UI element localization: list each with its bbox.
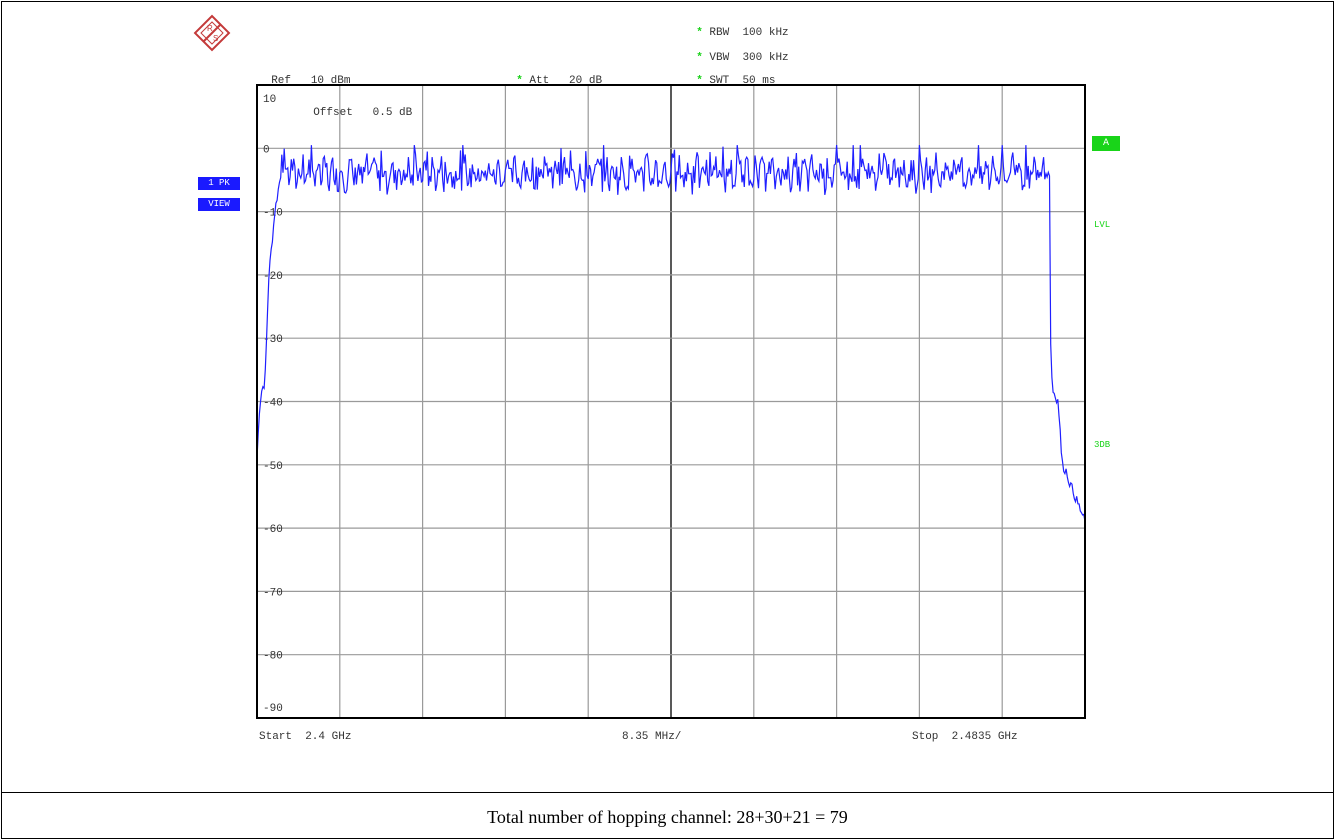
trace-mode-label: 1 PK — [198, 177, 240, 190]
svg-text:S: S — [213, 34, 218, 43]
y-tick-label: -30 — [263, 334, 283, 346]
trace-line — [256, 145, 1086, 522]
marker-a-badge: A — [1092, 136, 1120, 151]
y-tick-label: 0 — [263, 144, 270, 156]
figure-caption: Total number of hopping channel: 28+30+2… — [487, 807, 848, 827]
lvl-label: LVL — [1094, 220, 1111, 230]
vbw-readout: * VBW 300 kHz — [696, 52, 789, 64]
y-tick-label: -10 — [263, 208, 283, 220]
y-tick-label: -40 — [263, 398, 283, 410]
span-per-division: 8.35 MHz/ — [622, 731, 682, 743]
y-tick-label: -60 — [263, 524, 283, 536]
rohde-schwarz-logo: R S — [193, 14, 231, 52]
plot-border — [256, 84, 1086, 719]
threedb-label: 3DB — [1094, 440, 1111, 450]
y-tick-label: -90 — [263, 703, 283, 715]
stop-frequency: Stop 2.4835 GHz — [912, 731, 1018, 743]
y-tick-labels: 10 0 -10 -20 -30 -40 -50 -60 -70 -80 -90 — [263, 94, 283, 715]
offset-readout: Offset 0.5 dB — [313, 107, 413, 119]
y-tick-label: -50 — [263, 461, 283, 473]
y-tick-label: -80 — [263, 651, 283, 663]
caption-divider — [1, 792, 1333, 793]
y-tick-label: -70 — [263, 587, 283, 599]
start-frequency: Start 2.4 GHz — [259, 731, 352, 743]
svg-text:R: R — [207, 24, 213, 33]
y-tick-label: 10 — [263, 94, 276, 106]
y-tick-label: -20 — [263, 271, 283, 283]
plot-grid — [257, 85, 1085, 718]
rbw-readout: * RBW 100 kHz — [696, 27, 789, 39]
trace-view-label: VIEW — [198, 198, 240, 211]
